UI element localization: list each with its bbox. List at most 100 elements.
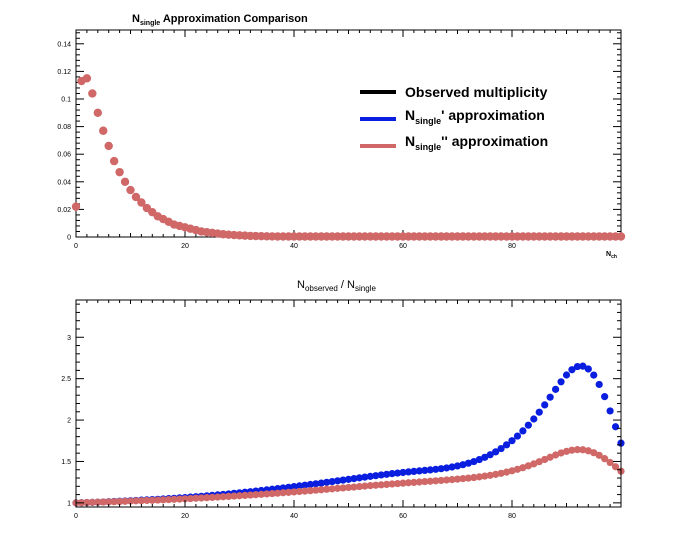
data-point [366, 482, 374, 490]
data-point [426, 477, 434, 485]
data-point [590, 449, 598, 457]
data-point [584, 365, 592, 373]
data-point [306, 480, 314, 489]
y-tick-label: 0.06 [57, 152, 71, 159]
data-point [317, 486, 325, 494]
data-point [530, 460, 538, 468]
x-tick-label: 20 [181, 513, 189, 520]
data-point [393, 469, 402, 477]
data-point [470, 473, 478, 482]
data-point [192, 494, 200, 502]
y-tick-label: 0.12 [57, 69, 71, 76]
data-point [104, 141, 113, 151]
data-point [437, 476, 445, 485]
data-point [415, 467, 423, 475]
data-point [355, 482, 363, 491]
data-point [94, 498, 102, 506]
data-point [453, 462, 462, 470]
data-point [241, 491, 249, 500]
data-point [366, 472, 374, 480]
data-point [579, 362, 587, 370]
data-point [519, 464, 527, 472]
data-point [530, 415, 538, 423]
data-point [410, 467, 418, 475]
y-tick-label: 0 [67, 235, 71, 242]
data-point [470, 457, 478, 466]
data-point [131, 192, 141, 202]
top-data-points [71, 74, 626, 241]
data-point [546, 453, 554, 461]
data-point [339, 484, 347, 492]
data-point [263, 490, 271, 498]
data-point [404, 468, 413, 476]
data-point [535, 458, 543, 466]
data-point [312, 480, 320, 488]
data-point [562, 371, 571, 379]
legend-double-prime-sub: single [415, 142, 441, 152]
data-point [148, 496, 156, 504]
data-point [508, 467, 516, 475]
legend-prime-sub: single [415, 116, 441, 126]
data-point [481, 472, 489, 480]
y-tick-label: 0.04 [57, 179, 71, 186]
data-point [459, 474, 467, 483]
data-point [323, 485, 331, 493]
top-title-main: N [132, 13, 140, 25]
data-point [464, 459, 472, 467]
data-point [344, 483, 353, 492]
data-point [268, 489, 276, 498]
data-point [71, 202, 81, 211]
data-point [372, 481, 380, 489]
data-point [453, 475, 462, 483]
data-point [377, 481, 385, 489]
data-point [372, 472, 380, 480]
data-point [399, 479, 407, 487]
data-point [443, 476, 451, 484]
data-point [235, 492, 244, 500]
ratio-title-sub2: single [355, 284, 376, 293]
data-point [464, 474, 472, 482]
data-point [186, 494, 195, 503]
data-point [252, 491, 260, 499]
data-point [230, 492, 238, 500]
data-point [328, 477, 336, 486]
data-point [120, 177, 130, 186]
data-point [109, 156, 119, 166]
data-point [486, 451, 494, 459]
data-point [481, 453, 489, 461]
data-point [486, 471, 494, 479]
data-point [93, 108, 103, 118]
y-tick-label: 0.1 [61, 97, 71, 104]
data-point [306, 487, 314, 495]
data-point [492, 470, 500, 478]
data-point [290, 483, 298, 491]
data-point [132, 497, 140, 505]
data-point [110, 498, 118, 506]
data-point [214, 493, 222, 501]
data-point [219, 493, 227, 501]
legend-double-prime-main: N [405, 133, 415, 149]
legend-observed-label: Observed multiplicity [405, 84, 548, 100]
data-point [573, 362, 582, 371]
data-point [334, 477, 342, 485]
data-point [568, 366, 576, 374]
data-point [170, 495, 178, 503]
data-point [284, 483, 293, 491]
data-point [350, 483, 358, 491]
data-point [181, 495, 189, 503]
data-point [601, 393, 609, 401]
x-axis-label-sub: ch [611, 254, 617, 260]
data-point [116, 497, 124, 506]
data-point [513, 465, 522, 473]
data-point [137, 198, 146, 207]
data-point [361, 482, 369, 490]
data-point [513, 432, 522, 440]
data-point [546, 393, 554, 401]
top-title: Nsingle Approximation Comparison [132, 13, 308, 27]
y-tick-label: 2 [67, 418, 71, 425]
bottom-data-points [72, 362, 625, 507]
data-point [225, 492, 233, 501]
data-point [410, 478, 418, 487]
data-point [355, 474, 363, 482]
